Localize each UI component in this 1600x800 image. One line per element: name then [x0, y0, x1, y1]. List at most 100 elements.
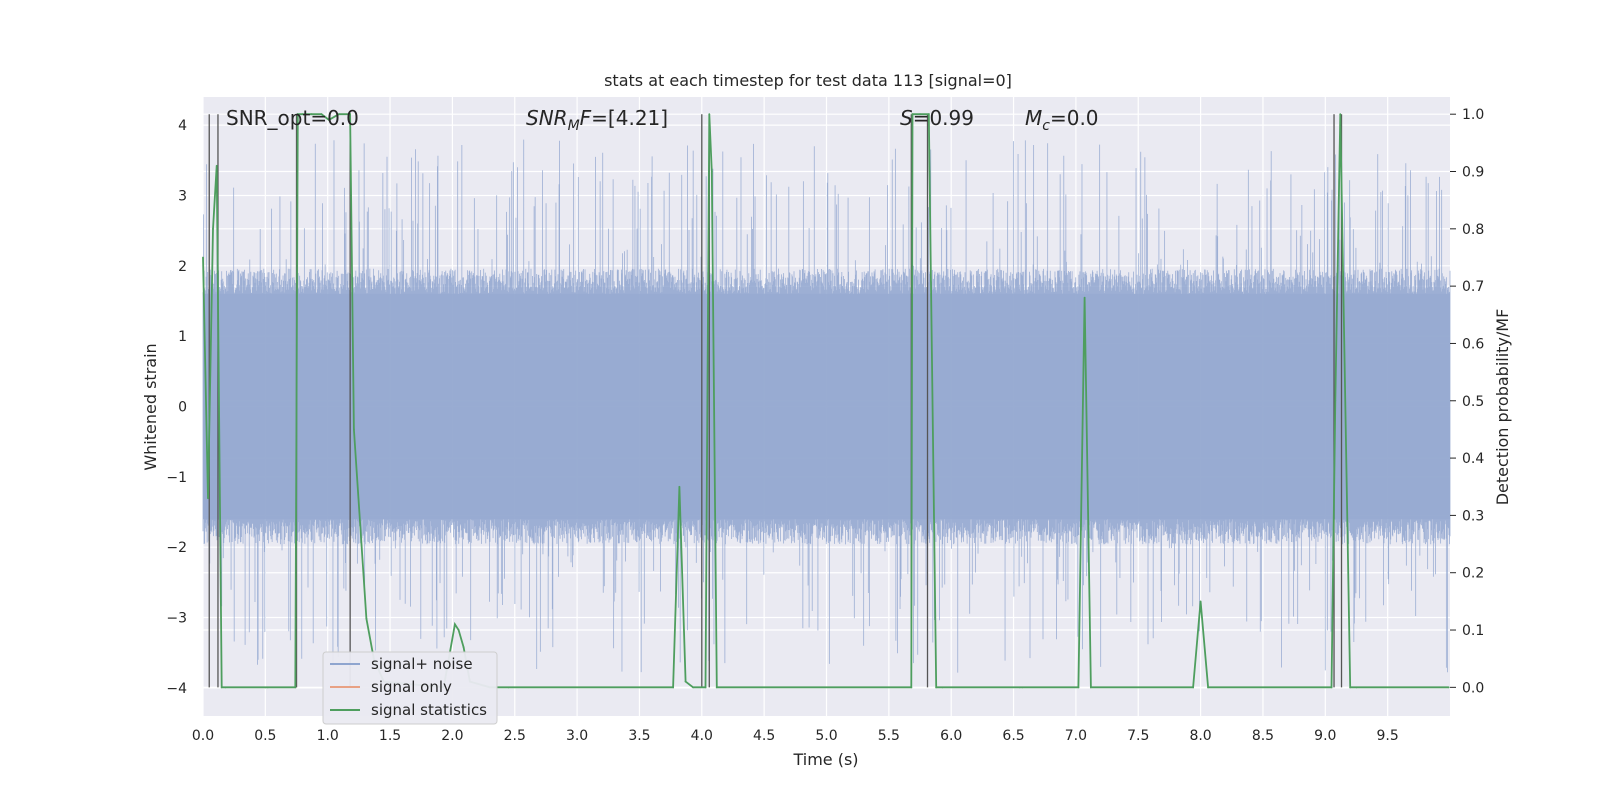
y-left-tick-label: 1 [178, 329, 187, 345]
signal-statistics-point [352, 428, 355, 431]
signal-statistics-point [1207, 686, 1209, 689]
annotation-s: S=0.99 [900, 106, 974, 130]
y-right-tick-label: 0.0 [1462, 680, 1484, 696]
x-tick-label: 6.0 [940, 728, 962, 744]
legend-label-signal-statistics: signal statistics [371, 701, 487, 719]
signal-statistics-point [1077, 686, 1080, 689]
signal-statistics-point [919, 113, 921, 116]
legend-box [322, 651, 498, 725]
y-right-tick-label: 0.4 [1462, 451, 1484, 467]
y-right-tick-label: 0.7 [1462, 279, 1484, 295]
signal-statistics-point [704, 686, 707, 689]
legend: signal+ noise signal only signal statist… [322, 651, 498, 725]
x-tick-label: 5.5 [878, 728, 900, 744]
signal-statistics-point [1349, 686, 1352, 689]
x-tick-label: 5.0 [815, 728, 837, 744]
signal-statistics-point [1083, 296, 1086, 299]
x-tick-label: 8.5 [1252, 728, 1274, 744]
signal-statistics-point [365, 617, 368, 620]
x-tick-label: 3.0 [566, 728, 588, 744]
signal-statistics-series [202, 113, 1450, 689]
x-tick-label: 9.5 [1377, 728, 1399, 744]
x-tick-label: 4.5 [753, 728, 775, 744]
y-left-tick-label: −1 [166, 470, 187, 486]
signal-statistics-point [935, 686, 938, 689]
y-right-axis-label: Detection probability/MF [1493, 309, 1512, 506]
y-right-tick-label: 0.6 [1462, 336, 1484, 352]
signal-statistics-point [678, 485, 681, 488]
signal-noise-core-band [203, 293, 1450, 520]
signal-statistics-point [1334, 399, 1337, 402]
signal-statistics-point [207, 497, 209, 500]
signal-statistics-point [349, 113, 352, 116]
signal-statistics-point [1330, 686, 1333, 689]
y-left-tick-label: 4 [178, 118, 187, 134]
annotation-mc: Mc=0.0 [1025, 106, 1099, 134]
signal-statistics-point [910, 686, 913, 689]
y-left-tick-label: 0 [178, 400, 187, 416]
annotation-snr-mf: SNRMF=[4.21] [526, 106, 668, 134]
y-left-tick-label: −3 [166, 611, 187, 627]
y-left-tick-label: 3 [178, 188, 187, 204]
signal-statistics-point [202, 256, 204, 259]
signal-statistics-point [338, 113, 340, 116]
legend-label-signal-only: signal only [371, 678, 452, 696]
y-right-tick-label: 0.1 [1462, 623, 1484, 639]
x-tick-label: 2.0 [441, 728, 463, 744]
legend-label-signal-noise: signal+ noise [371, 655, 473, 673]
x-tick-labels: 0.0 0.5 1.0 1.5 2.0 2.5 3.0 3.5 4.0 4.5 5.0 5.5 6.0 6… [192, 728, 1399, 744]
x-tick-label: 0.0 [192, 728, 214, 744]
signal-statistics-point [220, 686, 223, 689]
y-right-tick-label: 0.9 [1462, 165, 1484, 181]
signal-statistics-point [1089, 686, 1092, 689]
annotation-snr-mf-value: =[4.21] [591, 106, 668, 130]
x-tick-label: 3.5 [628, 728, 650, 744]
signal-statistics-point [672, 686, 675, 689]
x-tick-label: 1.0 [317, 728, 339, 744]
y-right-tick-labels: 1.0 0.9 0.8 0.7 0.6 0.5 0.4 0.3 0.2 0.1 0.0 [1450, 107, 1484, 696]
signal-statistics-point [1018, 686, 1021, 689]
signal-statistics-point [453, 623, 456, 626]
x-tick-label: 6.5 [1002, 728, 1024, 744]
x-tick-label: 7.0 [1065, 728, 1087, 744]
signal-statistics-point [1199, 600, 1202, 603]
y-left-tick-label: 2 [178, 259, 187, 275]
signal-statistics-point [457, 629, 460, 631]
signal-statistics-point [1447, 686, 1450, 689]
signal-statistics-point [927, 113, 930, 116]
y-left-axis-label: Whitened strain [141, 343, 160, 470]
y-right-tick-label: 0.8 [1462, 222, 1484, 238]
signal-statistics-point [941, 686, 944, 689]
y-right-tick-label: 0.5 [1462, 394, 1484, 410]
y-right-tick-label: 1.0 [1462, 107, 1484, 123]
signal-statistics-point [692, 686, 694, 689]
signal-statistics-point [264, 686, 267, 689]
x-tick-label: 7.5 [1127, 728, 1149, 744]
signal-statistics-point [301, 113, 304, 116]
signal-statistics-point [507, 686, 510, 689]
signal-statistics-point [710, 170, 713, 173]
x-tick-label: 8.0 [1189, 728, 1211, 744]
signal-statistics-point [224, 686, 227, 689]
signal-statistics-point [320, 113, 323, 116]
annotation-mc-value: =0.0 [1050, 106, 1099, 130]
signal-statistics-point [462, 646, 465, 649]
signal-statistics-point [296, 113, 299, 116]
signal-statistics-point [294, 686, 297, 689]
signal-statistics-point [266, 686, 269, 689]
chart-title: stats at each timestep for test data 113… [604, 71, 1012, 90]
y-right-tick-label: 0.3 [1462, 508, 1484, 524]
x-tick-label: 2.5 [504, 728, 526, 744]
x-tick-label: 1.5 [379, 728, 401, 744]
signal-statistics-point [1355, 686, 1358, 689]
signal-statistics-point [328, 119, 330, 121]
signal-statistics-point [1021, 686, 1024, 689]
y-left-tick-label: −2 [166, 540, 187, 556]
signal-statistics-point [1192, 686, 1195, 689]
annotation-s-value: =0.99 [913, 106, 974, 130]
signal-statistics-point [212, 227, 214, 230]
signal-statistics-point [1339, 113, 1342, 116]
x-tick-label: 9.0 [1314, 728, 1336, 744]
x-tick-label: 4.0 [691, 728, 713, 744]
